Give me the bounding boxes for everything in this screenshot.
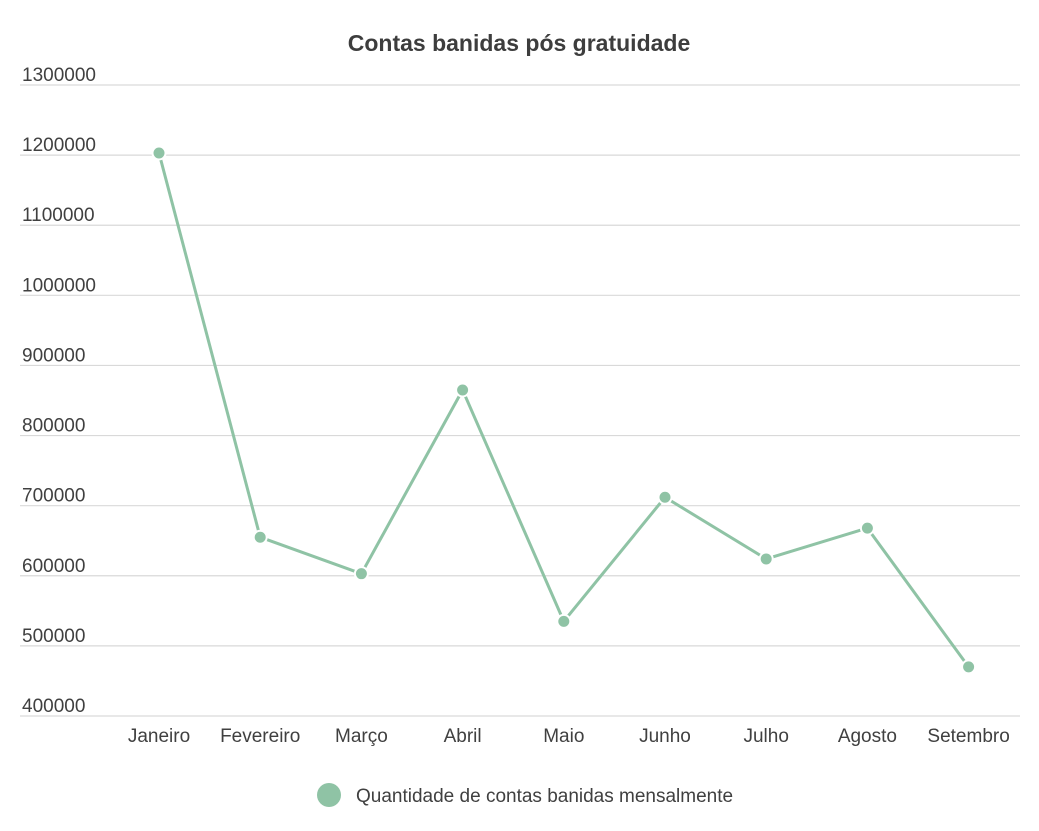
legend-label: Quantidade de contas banidas mensalmente xyxy=(356,786,733,807)
y-tick-label: 700000 xyxy=(22,486,85,507)
data-point xyxy=(353,566,369,582)
legend: Quantidade de contas banidas mensalmente xyxy=(317,783,733,807)
x-tick-label: Fevereiro xyxy=(220,726,300,747)
y-tick-label: 400000 xyxy=(22,696,85,717)
data-point xyxy=(859,520,875,536)
chart-title: Contas banidas pós gratuidade xyxy=(348,30,691,56)
y-axis-tick-labels: 400000 500000 600000 700000 800000 900000 1000… xyxy=(22,65,96,717)
x-axis-tick-labels: Janeiro Fevereiro Março Abril Maio Junho Julho… xyxy=(128,726,1010,747)
data-point xyxy=(252,529,268,545)
legend-swatch xyxy=(317,783,341,807)
gridlines xyxy=(20,84,1020,717)
data-point xyxy=(758,551,774,567)
x-tick-label: Janeiro xyxy=(128,726,190,747)
y-tick-label: 1100000 xyxy=(22,205,95,226)
y-tick-label: 600000 xyxy=(22,556,85,577)
y-tick-label: 1200000 xyxy=(22,135,96,156)
data-point xyxy=(961,659,977,675)
y-tick-label: 900000 xyxy=(22,345,85,366)
data-point xyxy=(556,613,572,629)
series-group xyxy=(151,145,977,675)
x-tick-label: Junho xyxy=(639,726,691,747)
y-tick-label: 1000000 xyxy=(22,275,96,296)
data-point xyxy=(455,382,471,398)
x-tick-label: Abril xyxy=(444,726,482,747)
x-tick-label: Julho xyxy=(743,726,788,747)
y-tick-label: 1300000 xyxy=(22,65,96,86)
data-point xyxy=(657,489,673,505)
y-tick-label: 800000 xyxy=(22,416,85,437)
y-tick-label: 500000 xyxy=(22,626,85,647)
x-tick-label: Março xyxy=(335,726,388,747)
x-tick-label: Agosto xyxy=(838,726,897,747)
x-tick-label: Setembro xyxy=(927,726,1009,747)
series-line xyxy=(157,151,971,669)
data-point xyxy=(151,145,167,161)
x-tick-label: Maio xyxy=(543,726,584,747)
